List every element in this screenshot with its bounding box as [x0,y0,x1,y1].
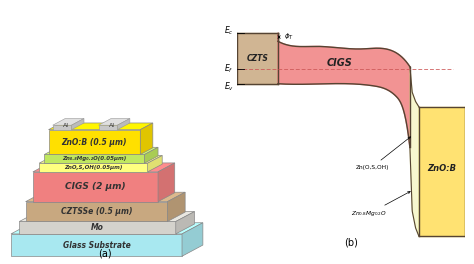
Text: (b): (b) [344,237,358,247]
Text: $Zn_{0.8}Mg_{0.2}O$: $Zn_{0.8}Mg_{0.2}O$ [351,191,410,218]
Polygon shape [145,147,158,163]
Text: Glass Substrate: Glass Substrate [63,241,130,249]
Polygon shape [140,123,153,154]
Polygon shape [48,123,153,130]
Text: CIGS: CIGS [327,58,352,68]
Polygon shape [26,192,185,202]
Polygon shape [118,119,130,130]
Polygon shape [182,223,203,256]
Polygon shape [53,119,84,125]
Text: ZnO:B: ZnO:B [427,164,456,173]
Polygon shape [33,172,158,202]
Text: $E_v$: $E_v$ [224,81,234,93]
Text: Al: Al [63,123,69,128]
Polygon shape [19,221,176,234]
Text: CZTS: CZTS [246,54,268,63]
Polygon shape [237,33,278,84]
Text: Al: Al [109,123,115,128]
Polygon shape [99,119,130,125]
Polygon shape [53,125,72,130]
Polygon shape [278,33,410,147]
Polygon shape [72,119,84,130]
Polygon shape [33,163,175,172]
Text: Zn(O,S,OH): Zn(O,S,OH) [356,137,410,169]
Polygon shape [99,125,118,130]
Text: ZnO:B (0.5 μm): ZnO:B (0.5 μm) [62,138,127,147]
Polygon shape [45,154,145,163]
Text: $E_c$: $E_c$ [224,25,234,37]
Polygon shape [147,155,162,172]
Polygon shape [45,147,158,154]
Polygon shape [176,211,194,234]
Polygon shape [19,211,194,221]
Text: CIGS (2 μm): CIGS (2 μm) [65,182,126,191]
Polygon shape [158,163,175,202]
Polygon shape [410,67,419,237]
Text: ZnO,S,OH(0.05μm): ZnO,S,OH(0.05μm) [64,165,123,170]
Text: $E_f$: $E_f$ [224,63,234,75]
Text: (a): (a) [98,248,112,258]
Polygon shape [39,155,162,163]
Polygon shape [11,223,203,234]
Polygon shape [26,202,167,221]
Polygon shape [48,130,140,154]
Polygon shape [167,192,185,221]
Polygon shape [39,163,147,172]
Polygon shape [11,234,182,256]
Text: $\phi_T$: $\phi_T$ [283,32,293,42]
Text: Zn₀.₈Mg₀.₂O(0.05μm): Zn₀.₈Mg₀.₂O(0.05μm) [62,156,127,161]
Text: Mo: Mo [91,223,104,232]
Text: CZTSSe (0.5 μm): CZTSSe (0.5 μm) [61,207,132,216]
Polygon shape [419,107,465,237]
